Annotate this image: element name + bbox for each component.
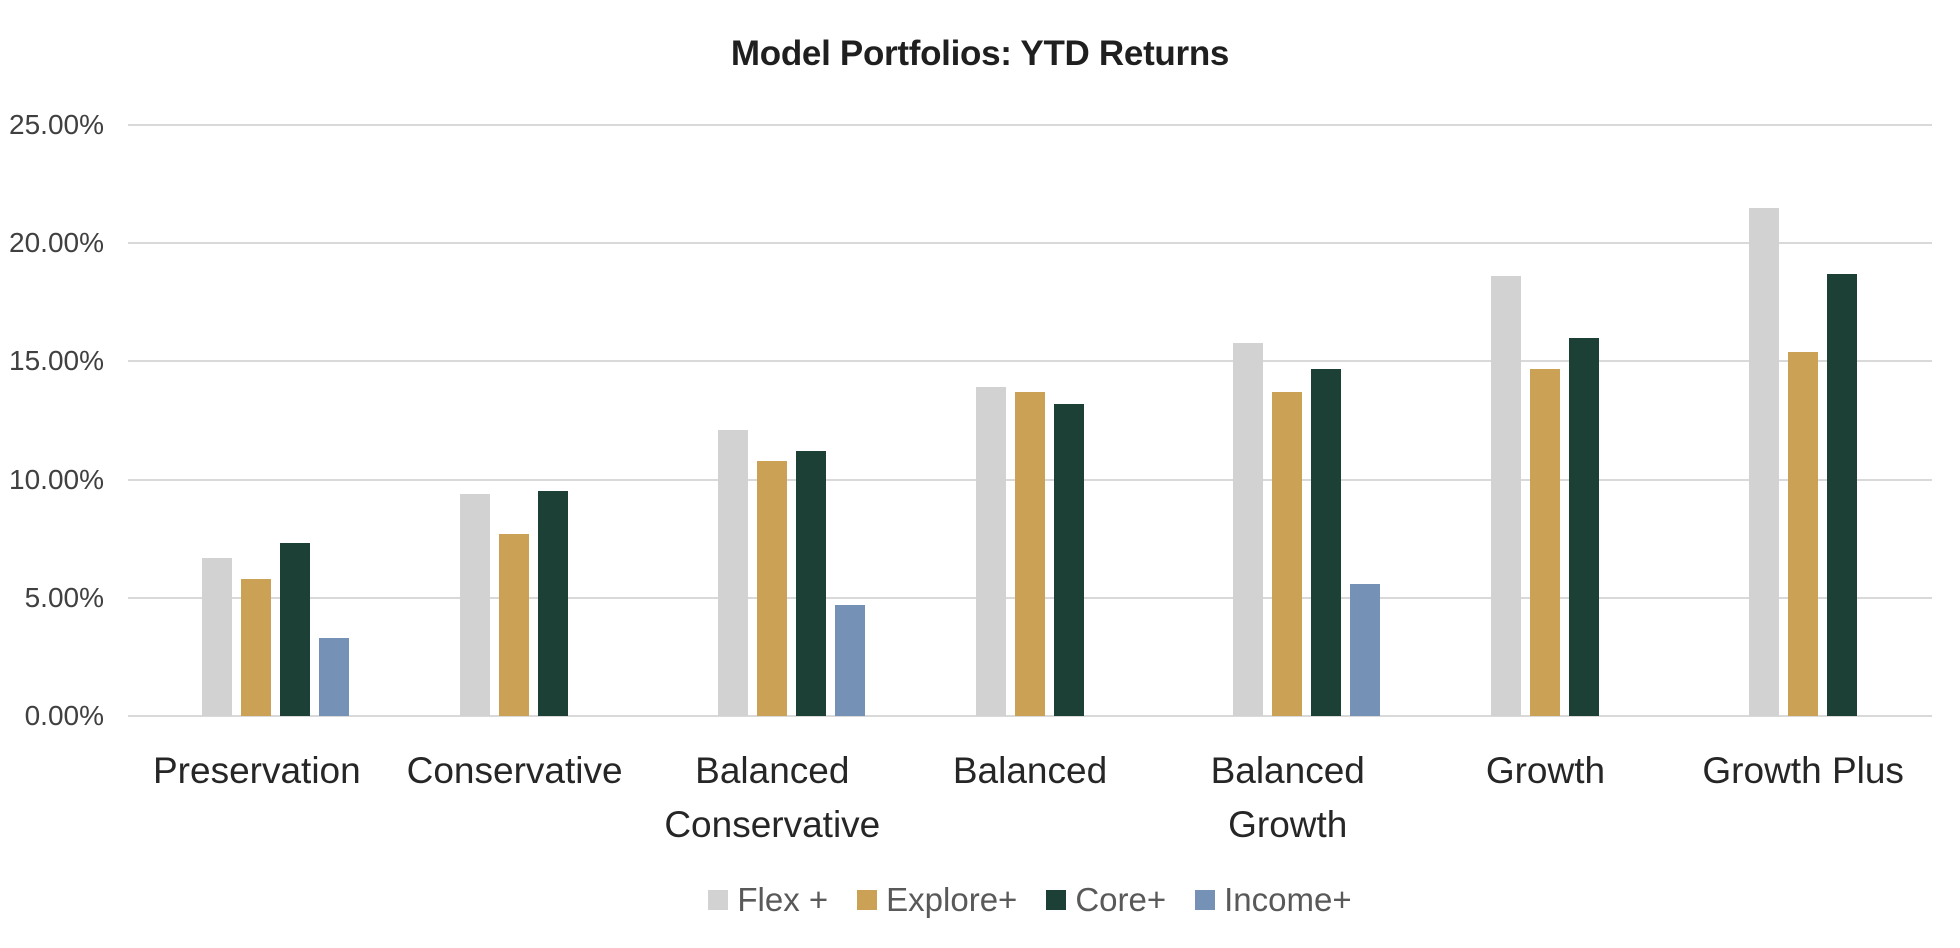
category-label-text: Conservative bbox=[406, 750, 623, 791]
y-tick-label-10: 10.00% bbox=[9, 463, 104, 495]
legend-label-flex: Flex + bbox=[737, 881, 829, 918]
y-tick-label-20: 20.00% bbox=[9, 227, 104, 259]
bar-explore-balanced-growth bbox=[1272, 392, 1303, 716]
gridline-20 bbox=[128, 242, 1932, 245]
bar-flex-growth-plus bbox=[1748, 207, 1779, 716]
legend-label-core: Core+ bbox=[1075, 881, 1167, 918]
category-label-text: Balanced bbox=[952, 750, 1108, 791]
bar-explore-conservative bbox=[499, 533, 530, 716]
category-label-text: Growth Plus bbox=[1702, 750, 1904, 791]
bar-core-preservation bbox=[280, 543, 311, 716]
bar-group-inner bbox=[975, 125, 1123, 716]
category-label-text: Preservation bbox=[153, 750, 361, 791]
chart-title: Model Portfolios: YTD Returns bbox=[730, 34, 1230, 73]
legend-item-flex: Flex + bbox=[708, 881, 828, 919]
bar-income-balanced-growth bbox=[1350, 583, 1381, 716]
bar-group-inner bbox=[460, 125, 607, 716]
y-tick-label-5: 5.00% bbox=[24, 581, 104, 613]
bar-core-balanced bbox=[1053, 403, 1084, 716]
gridline-25 bbox=[128, 124, 1932, 126]
x-axis-labels: Preservation Conservative Balanced Conserv… bbox=[128, 744, 1932, 852]
category-label-preservation: Preservation bbox=[128, 744, 386, 852]
legend-label-explore: Explore+ bbox=[886, 881, 1018, 918]
bar-group-growth-plus bbox=[1674, 125, 1932, 716]
gridline-0 bbox=[128, 715, 1932, 717]
y-tick-label-0: 0.00% bbox=[24, 700, 104, 731]
bar-core-growth bbox=[1568, 337, 1599, 716]
bar-group-conservative bbox=[386, 125, 644, 716]
category-label-text: Growth bbox=[1485, 750, 1606, 791]
category-label-growth: Growth bbox=[1417, 744, 1675, 852]
category-label-text: Balanced Growth bbox=[1210, 750, 1365, 845]
bar-group-preservation bbox=[128, 125, 386, 716]
bar-flex-balanced-growth bbox=[1233, 342, 1264, 716]
bar-income-balanced-conservative bbox=[834, 604, 865, 716]
bar-flex-balanced-conservative bbox=[717, 429, 748, 716]
bar-flex-growth bbox=[1490, 276, 1521, 716]
y-tick-label-25: 25.00% bbox=[9, 109, 104, 140]
bar-group-growth bbox=[1417, 125, 1675, 716]
bar-explore-balanced-conservative bbox=[756, 460, 787, 716]
bar-explore-growth bbox=[1529, 368, 1560, 716]
bar-explore-growth-plus bbox=[1787, 351, 1818, 716]
bars-area bbox=[128, 125, 1932, 716]
bar-core-balanced-growth bbox=[1311, 368, 1342, 716]
bar-group-inner bbox=[202, 125, 350, 716]
legend: Flex + Explore+ Core+ Income+ bbox=[128, 880, 1932, 920]
plot-area bbox=[128, 124, 1932, 717]
bar-group-inner bbox=[1748, 125, 1896, 716]
bar-core-balanced-conservative bbox=[795, 451, 826, 716]
bar-flex-conservative bbox=[460, 493, 491, 716]
category-label-balanced-growth: Balanced Growth bbox=[1159, 744, 1417, 852]
bar-group-balanced bbox=[901, 125, 1159, 716]
category-label-growth-plus: Growth Plus bbox=[1674, 744, 1932, 852]
bar-group-inner bbox=[717, 125, 865, 716]
y-tick-label-15: 15.00% bbox=[9, 345, 104, 377]
legend-swatch-income bbox=[1195, 890, 1216, 910]
bar-explore-preservation bbox=[241, 578, 272, 716]
category-label-balanced: Balanced bbox=[901, 744, 1159, 852]
bar-group-inner bbox=[1233, 125, 1381, 716]
bar-group-balanced-conservative bbox=[643, 125, 901, 716]
category-label-conservative: Conservative bbox=[386, 744, 644, 852]
legend-label-income: Income+ bbox=[1224, 881, 1352, 918]
bar-flex-preservation bbox=[202, 557, 233, 716]
bar-income-preservation bbox=[319, 638, 350, 716]
legend-swatch-flex bbox=[708, 890, 729, 910]
legend-swatch-core bbox=[1046, 890, 1067, 910]
category-label-text: Balanced Conservative bbox=[664, 750, 881, 845]
legend-item-income: Income+ bbox=[1195, 881, 1352, 919]
bar-flex-balanced bbox=[975, 387, 1006, 716]
bar-core-growth-plus bbox=[1826, 273, 1857, 716]
legend-item-core: Core+ bbox=[1046, 881, 1166, 919]
y-axis-labels: 0.00% 5.00% 10.00% 15.00% 20.00% 25.00% bbox=[0, 109, 104, 731]
bar-group-inner bbox=[1490, 125, 1638, 716]
bar-core-conservative bbox=[538, 491, 569, 716]
legend-swatch-explore bbox=[857, 890, 878, 910]
category-label-balanced-conservative: Balanced Conservative bbox=[643, 744, 901, 852]
bar-group-balanced-growth bbox=[1159, 125, 1417, 716]
bar-explore-balanced bbox=[1014, 392, 1045, 716]
gridline-15 bbox=[128, 360, 1932, 363]
legend-item-explore: Explore+ bbox=[857, 881, 1017, 919]
